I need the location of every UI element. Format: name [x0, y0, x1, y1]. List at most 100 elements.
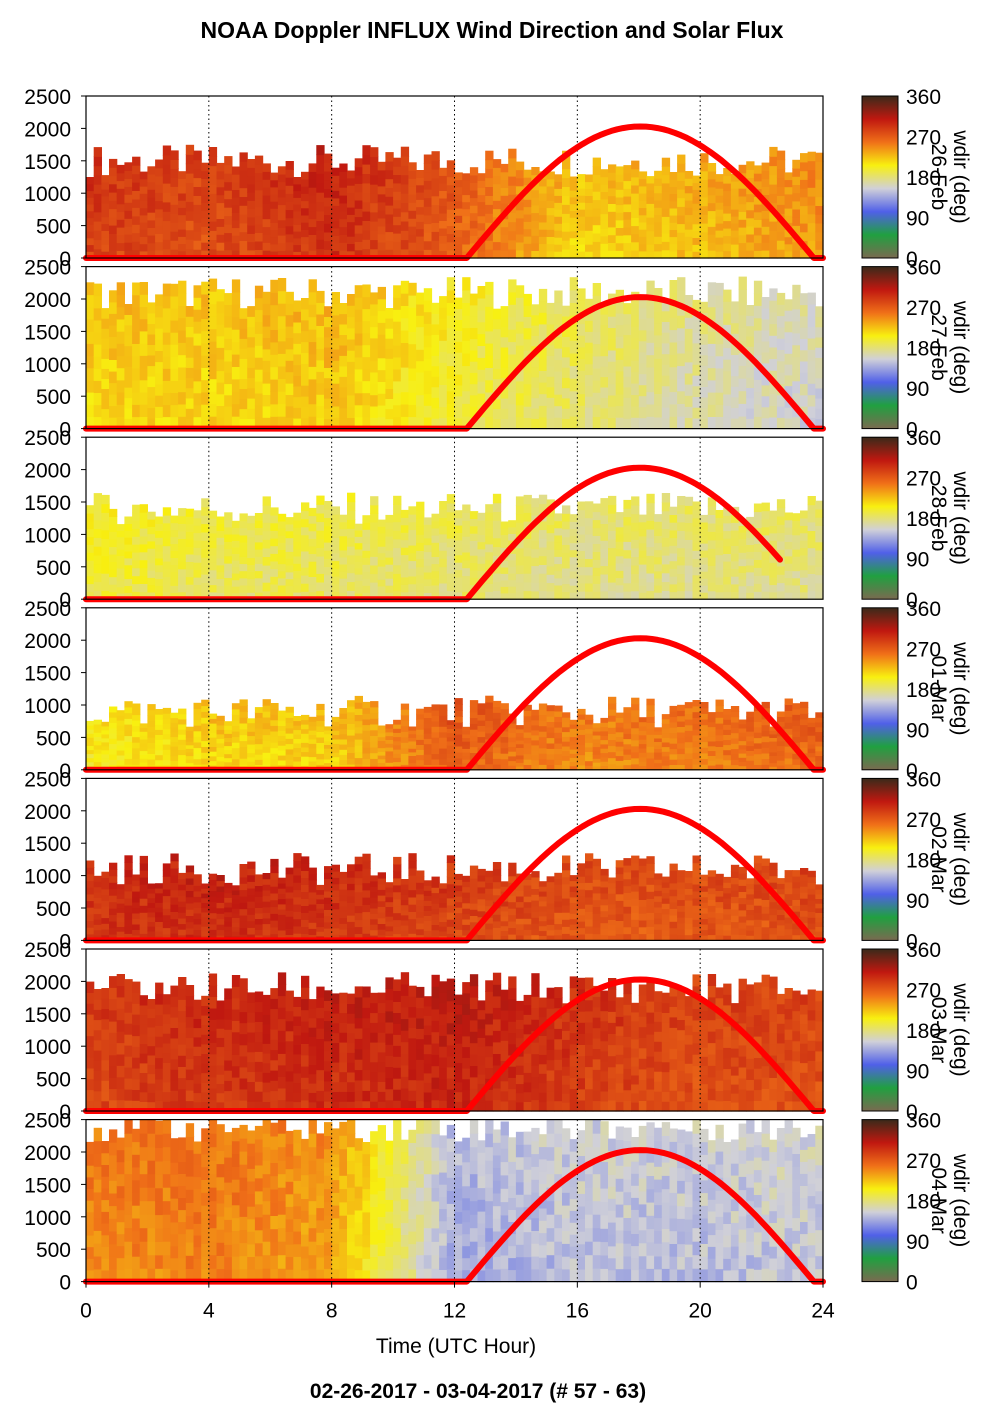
heatmap-cell — [462, 575, 471, 584]
heatmap-cell — [807, 360, 816, 373]
heatmap-cell — [347, 221, 356, 230]
heatmap-cell — [239, 864, 248, 871]
heatmap-cell — [147, 540, 156, 549]
heatmap-cell — [201, 574, 210, 583]
heatmap-cell — [254, 155, 264, 165]
heatmap-cell — [423, 154, 433, 164]
heatmap-cell — [477, 758, 486, 765]
heatmap-cell — [492, 718, 502, 725]
heatmap-cell — [515, 169, 525, 179]
heatmap-cell — [538, 573, 548, 583]
y-tick-label: 1500 — [24, 151, 71, 174]
heatmap-cell — [723, 228, 732, 237]
heatmap-cell — [101, 737, 110, 743]
heatmap-cell — [224, 753, 233, 759]
heatmap-cell — [515, 297, 525, 310]
heatmap-cell — [354, 720, 363, 728]
heatmap-cell — [101, 378, 110, 389]
y-tick-label: 2500 — [24, 86, 71, 109]
heatmap-cell — [370, 706, 379, 714]
heatmap-cell — [738, 314, 747, 328]
heatmap-cell — [124, 210, 133, 219]
heatmap-cell — [377, 405, 386, 418]
heatmap-cell — [170, 522, 179, 531]
heatmap-cell — [776, 231, 786, 241]
heatmap-cell — [431, 715, 440, 722]
heatmap-cell — [815, 736, 824, 742]
heatmap-cell — [730, 216, 740, 224]
heatmap-cell — [646, 704, 655, 712]
heatmap-cell — [339, 365, 348, 377]
heatmap-cell — [331, 360, 340, 373]
heatmap-cell — [784, 299, 793, 311]
heatmap-cell — [277, 759, 287, 766]
heatmap-cell — [116, 893, 125, 899]
heatmap-cell — [477, 369, 486, 382]
heatmap-cell — [132, 753, 141, 760]
heatmap-cell — [515, 732, 525, 737]
heatmap-cell — [147, 181, 156, 190]
heatmap-cell — [538, 703, 548, 710]
heatmap-cell — [454, 215, 463, 223]
heatmap-cell — [477, 719, 486, 726]
heatmap-cell — [462, 762, 471, 767]
heatmap-cell — [270, 403, 279, 417]
heatmap-cell — [124, 912, 133, 920]
heatmap-cell — [761, 362, 770, 375]
heatmap-cell — [224, 190, 233, 200]
heatmap-cell — [723, 312, 732, 325]
heatmap-cell — [116, 917, 125, 923]
heatmap-cell — [546, 759, 555, 765]
heatmap-cell — [692, 558, 701, 568]
heatmap-cell — [208, 923, 218, 930]
heatmap-cell — [93, 897, 102, 904]
heatmap-cell — [723, 764, 732, 771]
heatmap-cell — [416, 583, 425, 592]
heatmap-cell — [308, 530, 317, 539]
heatmap-cell — [730, 223, 740, 231]
heatmap-cell — [109, 158, 118, 168]
heatmap-cell — [515, 177, 525, 187]
heatmap-cell — [277, 745, 287, 751]
heatmap-cell — [93, 913, 102, 920]
heatmap-cell — [109, 584, 118, 593]
heatmap-cell — [769, 759, 778, 764]
heatmap-cell — [86, 528, 95, 538]
heatmap-cell — [538, 758, 548, 765]
heatmap-cell — [170, 564, 179, 572]
heatmap-cell — [462, 520, 471, 529]
heatmap-cell — [723, 175, 732, 184]
heatmap-cell — [715, 209, 724, 217]
heatmap-cell — [178, 929, 187, 936]
heatmap-cell — [600, 748, 609, 754]
heatmap-cell — [638, 171, 648, 180]
heatmap-cell — [684, 730, 694, 737]
heatmap-cell — [377, 393, 386, 406]
heatmap-cell — [600, 726, 609, 732]
heatmap-cell — [377, 539, 386, 547]
heatmap-cell — [308, 341, 317, 355]
heatmap-cell — [147, 212, 156, 221]
heatmap-cell — [562, 346, 571, 358]
heatmap-cell — [769, 184, 778, 194]
heatmap-cell — [331, 537, 340, 546]
heatmap-cell — [477, 345, 486, 358]
heatmap-cell — [262, 746, 271, 753]
heatmap-cell — [339, 187, 348, 196]
heatmap-cell — [370, 405, 379, 418]
heatmap-cell — [500, 336, 509, 348]
heatmap-cell — [216, 924, 225, 931]
heatmap-cell — [293, 407, 302, 419]
heatmap-cell — [423, 592, 433, 600]
heatmap-cell — [201, 746, 210, 753]
heatmap-cell — [239, 549, 248, 557]
heatmap-cell — [769, 370, 778, 383]
heatmap-cell — [700, 153, 709, 163]
heatmap-cell — [531, 759, 540, 766]
heatmap-cell — [423, 335, 433, 348]
heatmap-cell — [147, 893, 156, 899]
heatmap-cell — [646, 251, 655, 259]
heatmap-cell — [446, 761, 456, 767]
heatmap-cell — [707, 548, 717, 558]
heatmap-cell — [638, 207, 648, 216]
